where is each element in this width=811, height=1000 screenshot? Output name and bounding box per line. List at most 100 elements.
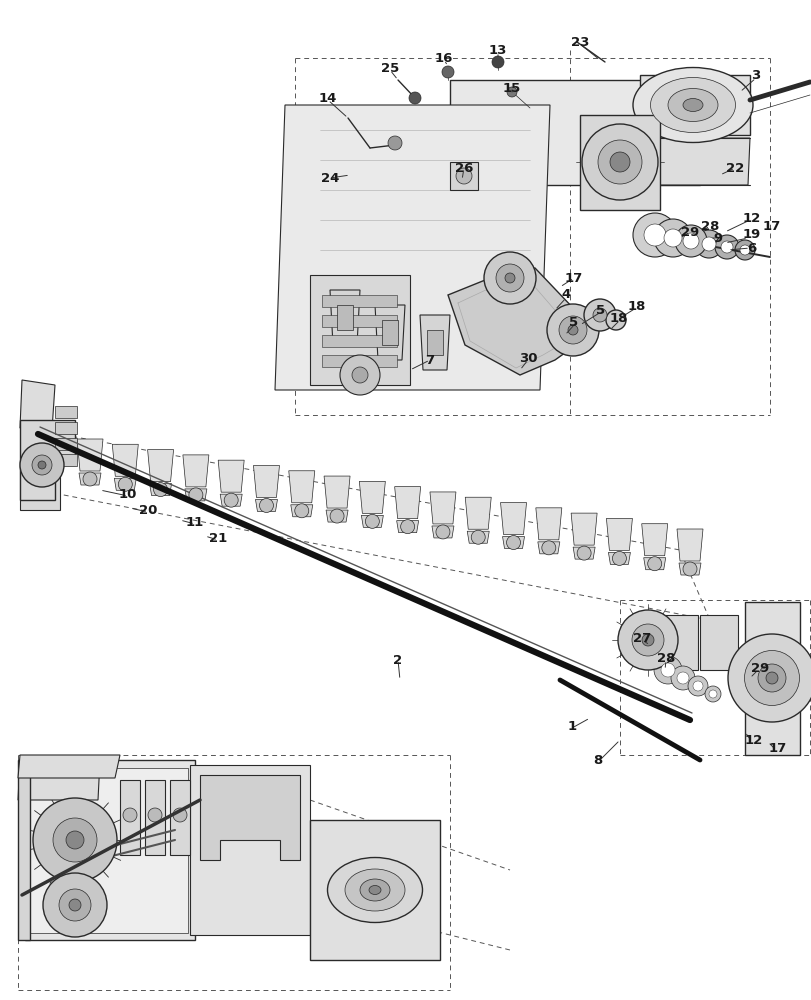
Polygon shape	[329, 290, 359, 345]
Polygon shape	[18, 760, 100, 800]
Polygon shape	[253, 465, 279, 497]
Circle shape	[294, 504, 308, 518]
Text: 15: 15	[502, 82, 521, 95]
Circle shape	[676, 672, 689, 684]
Polygon shape	[275, 105, 549, 390]
Circle shape	[583, 299, 616, 331]
Polygon shape	[218, 460, 244, 492]
Circle shape	[470, 530, 485, 544]
Polygon shape	[20, 380, 55, 430]
Text: 8: 8	[593, 754, 602, 766]
Circle shape	[20, 443, 64, 487]
Polygon shape	[361, 515, 383, 527]
Bar	[337, 305, 353, 330]
Text: 21: 21	[208, 532, 227, 544]
Bar	[659, 615, 697, 670]
Circle shape	[643, 224, 665, 246]
Polygon shape	[255, 499, 277, 511]
Ellipse shape	[633, 68, 752, 143]
Polygon shape	[310, 820, 440, 960]
Circle shape	[682, 562, 696, 576]
Circle shape	[734, 240, 754, 260]
Circle shape	[66, 831, 84, 849]
Bar	[55, 454, 77, 466]
Polygon shape	[419, 315, 449, 370]
Circle shape	[653, 656, 681, 684]
Circle shape	[605, 310, 625, 330]
Circle shape	[687, 676, 707, 696]
Text: 27: 27	[632, 632, 650, 645]
Text: 30: 30	[518, 352, 537, 364]
Circle shape	[351, 367, 367, 383]
Circle shape	[260, 498, 273, 512]
Text: 17: 17	[768, 742, 786, 754]
Text: 3: 3	[750, 69, 760, 82]
Polygon shape	[324, 476, 350, 508]
Polygon shape	[502, 537, 524, 549]
Polygon shape	[220, 494, 242, 506]
Text: 5: 5	[569, 316, 578, 328]
Ellipse shape	[345, 869, 405, 911]
Text: 28: 28	[700, 220, 719, 232]
Bar	[381, 320, 397, 345]
Circle shape	[365, 514, 379, 528]
Ellipse shape	[650, 78, 735, 133]
Text: 7: 7	[425, 354, 434, 366]
Polygon shape	[643, 558, 665, 570]
Polygon shape	[190, 765, 310, 935]
Polygon shape	[394, 487, 420, 519]
Text: 18: 18	[609, 312, 628, 324]
Bar	[55, 422, 77, 434]
Text: 29: 29	[750, 662, 768, 674]
Polygon shape	[79, 473, 101, 485]
Circle shape	[663, 229, 681, 247]
Circle shape	[340, 355, 380, 395]
Ellipse shape	[682, 99, 702, 112]
Circle shape	[69, 899, 81, 911]
Bar	[55, 406, 77, 418]
Circle shape	[739, 245, 749, 255]
Polygon shape	[678, 563, 700, 575]
Bar	[449, 162, 478, 190]
Polygon shape	[200, 775, 299, 860]
Circle shape	[704, 686, 720, 702]
Circle shape	[400, 520, 414, 534]
Polygon shape	[114, 478, 136, 490]
Circle shape	[674, 225, 706, 257]
Text: 25: 25	[380, 62, 399, 75]
Text: 13: 13	[488, 44, 507, 57]
Circle shape	[456, 168, 471, 184]
Circle shape	[720, 241, 732, 253]
Bar	[55, 438, 77, 450]
Text: 5: 5	[596, 304, 605, 316]
Text: 14: 14	[319, 92, 337, 105]
Polygon shape	[466, 531, 489, 543]
Polygon shape	[607, 552, 629, 564]
Text: 9: 9	[713, 232, 722, 244]
Circle shape	[611, 551, 625, 565]
Text: 29: 29	[680, 226, 698, 238]
Polygon shape	[449, 80, 699, 185]
Polygon shape	[465, 497, 491, 529]
Polygon shape	[537, 542, 559, 554]
Bar	[120, 780, 139, 855]
Bar	[322, 335, 397, 347]
Polygon shape	[289, 471, 315, 503]
Bar	[145, 780, 165, 855]
Circle shape	[558, 316, 586, 344]
Circle shape	[122, 808, 137, 822]
Ellipse shape	[727, 634, 811, 722]
Polygon shape	[20, 420, 75, 500]
Text: 12: 12	[742, 212, 760, 225]
Bar	[322, 315, 397, 327]
Ellipse shape	[359, 879, 389, 901]
Circle shape	[547, 304, 599, 356]
Circle shape	[441, 66, 453, 78]
Polygon shape	[639, 75, 749, 135]
Circle shape	[329, 509, 344, 523]
Polygon shape	[112, 444, 138, 476]
Polygon shape	[500, 503, 526, 535]
Bar	[427, 330, 443, 355]
Circle shape	[496, 264, 523, 292]
Circle shape	[609, 152, 629, 172]
